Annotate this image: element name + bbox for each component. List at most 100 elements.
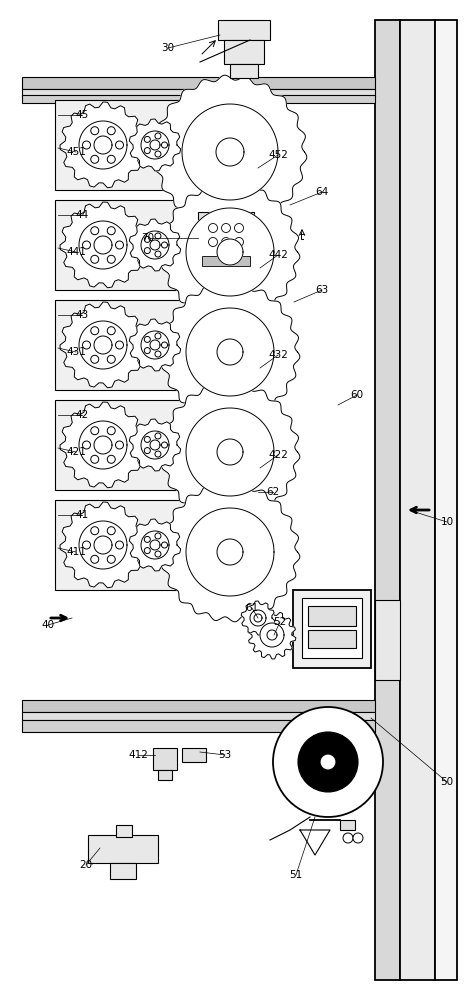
Circle shape [155, 151, 161, 157]
Polygon shape [217, 339, 243, 365]
Polygon shape [150, 140, 160, 150]
Circle shape [144, 336, 150, 342]
Polygon shape [150, 440, 160, 450]
Circle shape [155, 433, 161, 439]
Circle shape [221, 224, 230, 232]
Polygon shape [160, 482, 300, 622]
Circle shape [91, 227, 99, 235]
Circle shape [144, 436, 150, 442]
Circle shape [91, 455, 99, 463]
Circle shape [343, 833, 353, 843]
Text: 451: 451 [66, 147, 86, 157]
Circle shape [107, 255, 115, 263]
Bar [88, 835, 158, 863]
Circle shape [221, 237, 230, 246]
Text: 422: 422 [268, 450, 288, 460]
Circle shape [162, 242, 167, 248]
Text: 431: 431 [66, 347, 86, 357]
Polygon shape [216, 138, 244, 166]
Circle shape [91, 127, 99, 135]
Polygon shape [217, 239, 243, 265]
Circle shape [83, 141, 91, 149]
Polygon shape [160, 282, 300, 422]
Circle shape [107, 427, 115, 435]
Polygon shape [79, 521, 127, 569]
Bar [224, 40, 264, 64]
Circle shape [91, 155, 99, 163]
Bar [55, 300, 185, 390]
Polygon shape [79, 221, 127, 269]
Circle shape [83, 341, 91, 349]
Text: 432: 432 [268, 350, 288, 360]
Polygon shape [60, 402, 146, 488]
Circle shape [155, 133, 161, 139]
Text: 41: 41 [75, 510, 89, 520]
Polygon shape [129, 419, 180, 471]
Text: 62: 62 [266, 487, 280, 497]
Text: 53: 53 [219, 750, 232, 760]
Polygon shape [250, 610, 266, 626]
Circle shape [162, 142, 167, 148]
Bar [22, 712, 375, 720]
Bar [55, 400, 185, 490]
Circle shape [83, 541, 91, 549]
Circle shape [91, 355, 99, 363]
Polygon shape [160, 382, 300, 522]
Circle shape [144, 548, 150, 554]
Circle shape [155, 233, 161, 239]
Bar [375, 600, 400, 680]
Circle shape [83, 441, 91, 449]
Circle shape [144, 236, 150, 242]
Polygon shape [60, 502, 146, 588]
Polygon shape [260, 623, 284, 647]
Text: 20: 20 [79, 860, 93, 870]
Text: 50: 50 [440, 777, 454, 787]
Polygon shape [186, 508, 274, 596]
Polygon shape [60, 202, 146, 288]
Bar [202, 256, 250, 266]
Circle shape [155, 351, 161, 357]
Circle shape [107, 327, 115, 335]
Bar [22, 95, 375, 103]
Polygon shape [267, 630, 277, 640]
Polygon shape [141, 231, 169, 259]
Circle shape [107, 127, 115, 135]
Polygon shape [300, 830, 330, 855]
Text: 30: 30 [161, 43, 174, 53]
Text: 40: 40 [41, 620, 55, 630]
Text: t: t [300, 232, 304, 242]
Polygon shape [141, 131, 169, 159]
Text: 61: 61 [245, 603, 258, 613]
Bar [230, 64, 258, 78]
Circle shape [91, 327, 99, 335]
Circle shape [162, 442, 167, 448]
Polygon shape [186, 308, 274, 396]
Circle shape [144, 536, 150, 542]
Circle shape [273, 707, 383, 817]
Circle shape [353, 833, 363, 843]
Circle shape [107, 155, 115, 163]
Polygon shape [79, 121, 127, 169]
Circle shape [320, 754, 336, 770]
Circle shape [107, 227, 115, 235]
Circle shape [155, 333, 161, 339]
Text: 63: 63 [315, 285, 329, 295]
Polygon shape [129, 319, 180, 371]
Bar [55, 100, 185, 190]
Circle shape [116, 441, 124, 449]
Circle shape [83, 241, 91, 249]
Bar [198, 212, 254, 270]
Text: 52: 52 [274, 617, 287, 627]
Polygon shape [150, 540, 160, 550]
Circle shape [116, 541, 124, 549]
Bar [400, 20, 435, 980]
Polygon shape [182, 104, 278, 200]
Circle shape [155, 251, 161, 257]
Circle shape [91, 555, 99, 563]
Polygon shape [79, 321, 127, 369]
Circle shape [235, 237, 243, 246]
Circle shape [107, 455, 115, 463]
Polygon shape [248, 611, 296, 659]
Text: 411: 411 [66, 547, 86, 557]
Bar [22, 77, 375, 89]
